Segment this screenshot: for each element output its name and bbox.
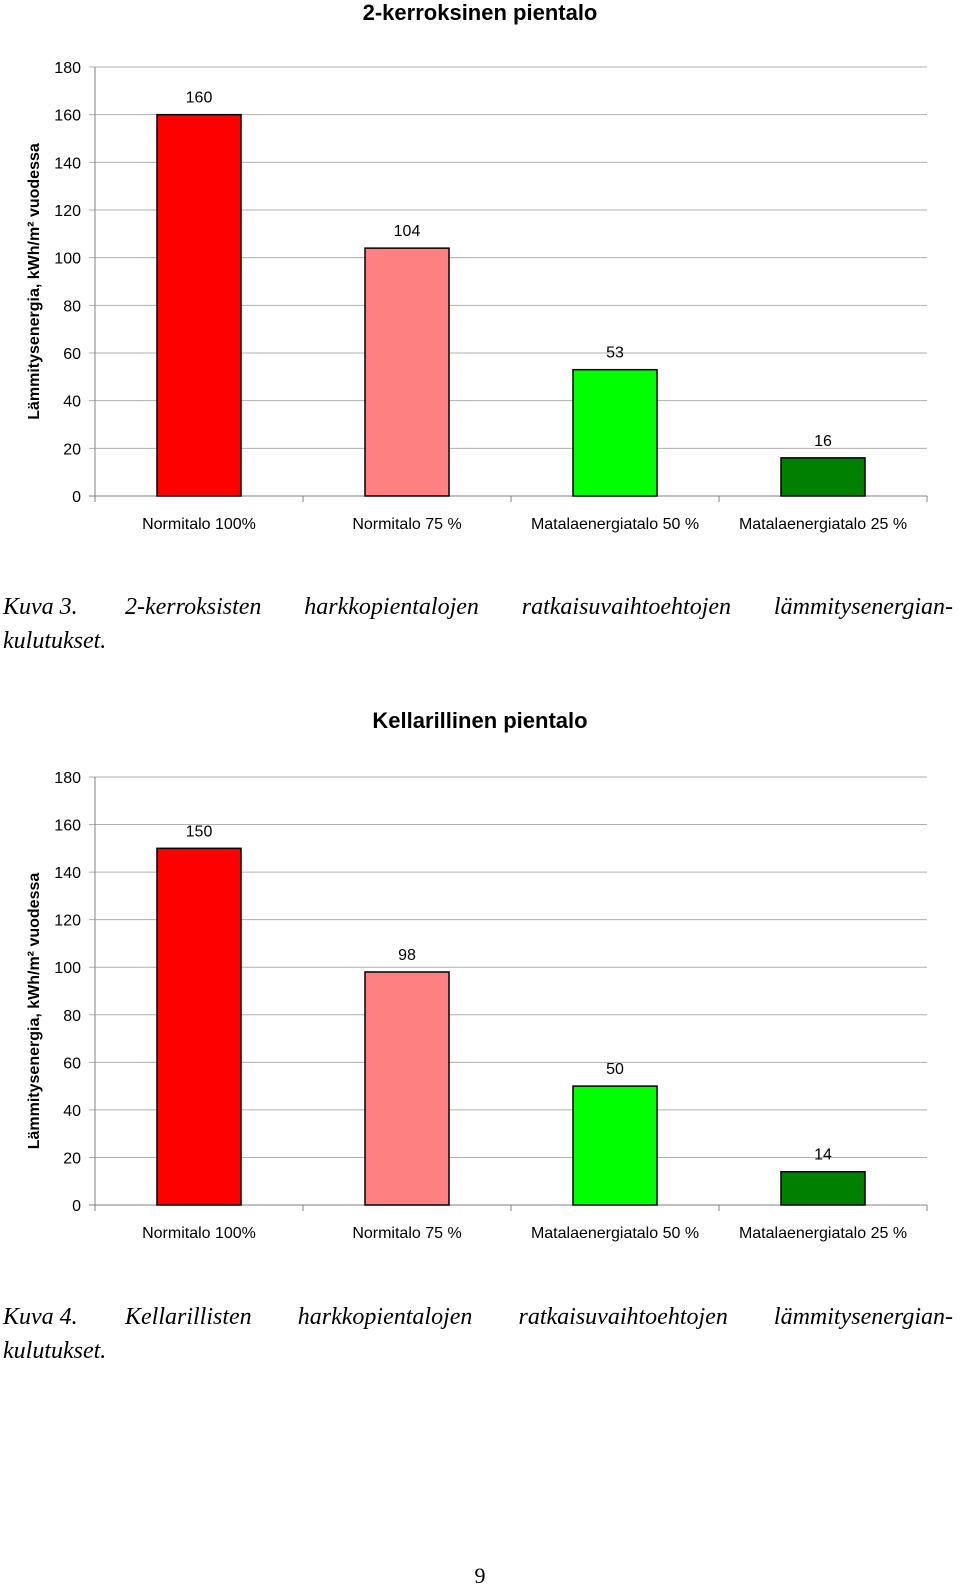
data-label: 53 (606, 345, 624, 362)
x-tick-label: Matalaenergiatalo 25 % (739, 1225, 907, 1242)
x-tick-label: Matalaenergiatalo 50 % (531, 1225, 699, 1242)
y-tick-label: 20 (63, 441, 81, 458)
y-axis-label: Lämmitysenergia, kWh/m² vuodessa (26, 873, 43, 1150)
figure-caption-3: Kuva 3. 2-kerroksisten harkkopientalojen… (3, 590, 953, 658)
caption-word: ratkaisuvaihtoehtojen (521, 594, 732, 620)
y-tick-label: 120 (54, 913, 81, 930)
bar (156, 113, 242, 497)
page-number: 9 (474, 1563, 486, 1588)
x-tick-label: Matalaenergiatalo 50 % (531, 516, 699, 533)
chart-1-title: 2-kerroksinen pientalo (362, 0, 598, 25)
chart-1: 0 20 40 60 80 100 120 140 160 180 160 Normitalo 100… (26, 60, 928, 533)
bar (572, 368, 658, 497)
data-label: 98 (398, 947, 416, 964)
x-tick-label: Normitalo 75 % (352, 516, 461, 533)
x-tick-label: Normitalo 100% (142, 1225, 256, 1242)
y-tick-label: 120 (54, 203, 81, 220)
bar (156, 847, 242, 1206)
caption-line-2: kulutukset. (3, 628, 107, 654)
data-label: 14 (814, 1147, 832, 1164)
bar (572, 1085, 658, 1206)
caption-word: lämmitysenergian- (773, 1304, 953, 1330)
y-tick-label: 160 (54, 818, 81, 835)
caption-label: Kuva 3. (3, 594, 78, 620)
y-tick-label: 180 (54, 770, 81, 787)
y-tick-label: 160 (54, 108, 81, 125)
y-tick-label: 100 (54, 251, 81, 268)
y-tick-label: 140 (54, 865, 81, 882)
y-tick-label: 180 (54, 60, 81, 77)
y-tick-label: 60 (63, 346, 81, 363)
caption-word: harkkopientalojen (304, 594, 479, 620)
y-tick-label: 20 (63, 1150, 81, 1167)
figure-caption-4: Kuva 4. Kellarillisten harkkopientalojen… (3, 1300, 953, 1368)
y-tick-label: 60 (63, 1055, 81, 1072)
x-tick-label: Normitalo 75 % (352, 1225, 461, 1242)
bar (364, 247, 450, 497)
y-axis-label: Lämmitysenergia, kWh/m² vuodessa (26, 143, 43, 420)
caption-word: ratkaisuvaihtoehtojen (518, 1304, 728, 1330)
caption-word: harkkopientalojen (297, 1304, 473, 1330)
y-tick-label: 0 (72, 1198, 81, 1215)
y-tick-label: 0 (72, 489, 81, 506)
y-tick-label: 40 (63, 394, 81, 411)
data-label: 50 (606, 1061, 624, 1078)
chart-2: 0 20 40 60 80 100 120 140 160 180 150 Normitalo 100… (26, 770, 928, 1242)
caption-label: Kuva 4. (3, 1304, 78, 1330)
y-tick-label: 80 (63, 1008, 81, 1025)
caption-word: Kellarillisten (125, 1304, 252, 1330)
caption-word: 2-kerroksisten (125, 594, 262, 620)
y-tick-label: 80 (63, 298, 81, 315)
data-label: 104 (394, 223, 421, 240)
data-label: 150 (186, 823, 213, 840)
caption-line-2: kulutukset. (3, 1338, 107, 1364)
y-tick-label: 140 (54, 155, 81, 172)
y-tick-label: 40 (63, 1103, 81, 1120)
bar (780, 457, 866, 497)
data-label: 160 (186, 90, 213, 107)
y-tick-label: 100 (54, 960, 81, 977)
x-tick-label: Matalaenergiatalo 25 % (739, 516, 907, 533)
bar (364, 971, 450, 1206)
data-label: 16 (814, 433, 832, 450)
caption-word: lämmitysenergian- (773, 594, 953, 620)
bar (780, 1170, 866, 1206)
chart-2-title: Kellarillinen pientalo (372, 708, 588, 733)
x-tick-label: Normitalo 100% (142, 516, 256, 533)
